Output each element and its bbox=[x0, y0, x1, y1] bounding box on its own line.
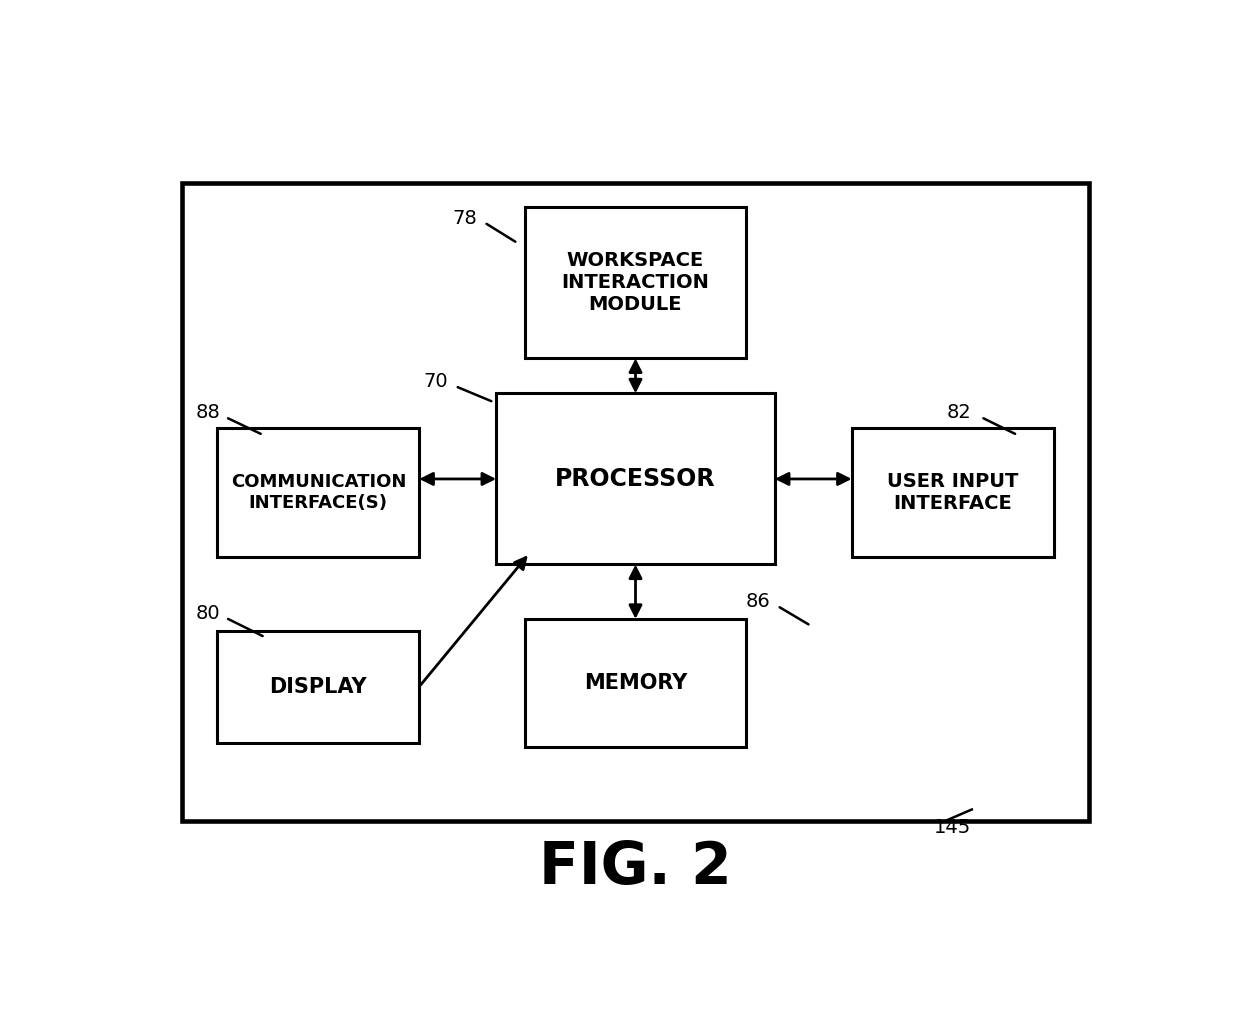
Text: COMMUNICATION
INTERFACE(S): COMMUNICATION INTERFACE(S) bbox=[231, 473, 405, 512]
Bar bbox=[525, 207, 746, 359]
Bar bbox=[852, 428, 1054, 557]
Text: 80: 80 bbox=[196, 604, 221, 623]
Text: 86: 86 bbox=[745, 592, 770, 611]
Bar bbox=[525, 619, 746, 747]
Text: 88: 88 bbox=[196, 403, 221, 422]
Text: 78: 78 bbox=[453, 209, 477, 228]
Text: 145: 145 bbox=[934, 818, 971, 837]
Bar bbox=[496, 394, 775, 565]
Text: 82: 82 bbox=[947, 403, 972, 422]
Text: DISPLAY: DISPLAY bbox=[269, 677, 367, 697]
Bar bbox=[217, 630, 419, 743]
Text: USER INPUT
INTERFACE: USER INPUT INTERFACE bbox=[887, 472, 1018, 513]
Text: MEMORY: MEMORY bbox=[584, 673, 687, 693]
Bar bbox=[217, 428, 419, 557]
Text: FIG. 2: FIG. 2 bbox=[539, 839, 732, 896]
Text: 70: 70 bbox=[424, 373, 448, 391]
Bar bbox=[182, 184, 1089, 821]
Text: WORKSPACE
INTERACTION
MODULE: WORKSPACE INTERACTION MODULE bbox=[562, 251, 709, 314]
Text: PROCESSOR: PROCESSOR bbox=[556, 467, 715, 491]
